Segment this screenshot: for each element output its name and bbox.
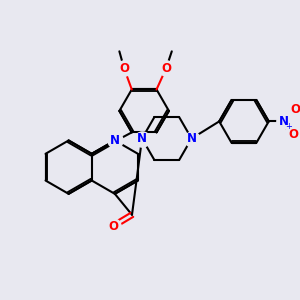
Text: N: N bbox=[279, 115, 289, 128]
Text: O: O bbox=[161, 62, 171, 75]
Text: O: O bbox=[119, 62, 129, 75]
Text: N: N bbox=[110, 134, 120, 147]
Text: O: O bbox=[290, 103, 300, 116]
Text: O: O bbox=[108, 220, 118, 233]
Text: N: N bbox=[187, 132, 196, 145]
Text: +: + bbox=[285, 122, 292, 131]
Text: O: O bbox=[289, 128, 298, 141]
Text: N: N bbox=[137, 132, 147, 145]
